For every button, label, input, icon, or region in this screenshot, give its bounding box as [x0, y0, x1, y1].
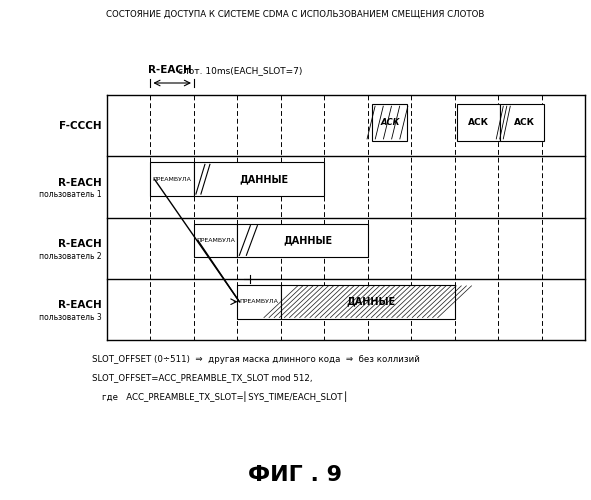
Text: слот. 10ms(EACH_SLOT=7): слот. 10ms(EACH_SLOT=7)	[178, 66, 303, 75]
Bar	[457, 104, 500, 141]
Bar	[238, 285, 281, 318]
Bar	[281, 285, 454, 318]
Text: ДАННЫЕ: ДАННЫЕ	[239, 174, 288, 184]
Text: ПРЕАМБУЛА: ПРЕАМБУЛА	[240, 299, 278, 304]
Text: пользователь 3: пользователь 3	[39, 313, 102, 322]
Text: F-CCCH: F-CCCH	[59, 120, 102, 130]
Text: пользователь 2: пользователь 2	[40, 252, 102, 260]
Text: R-EACH: R-EACH	[59, 239, 102, 249]
Text: АСК: АСК	[514, 118, 534, 127]
Text: СОСТОЯНИЕ ДОСТУПА К СИСТЕМЕ CDMA С ИСПОЛЬЗОВАНИЕМ СМЕЩЕНИЯ СЛОТОВ: СОСТОЯНИЕ ДОСТУПА К СИСТЕМЕ CDMA С ИСПОЛ…	[106, 10, 485, 19]
Text: R-EACH: R-EACH	[59, 178, 102, 188]
Text: АСК: АСК	[381, 118, 400, 127]
Text: ФИГ . 9: ФИГ . 9	[248, 465, 343, 485]
Text: пользователь 1: пользователь 1	[40, 190, 102, 200]
Bar	[194, 162, 324, 196]
Text: ПРЕАМБУЛА: ПРЕАМБУЛА	[152, 176, 191, 182]
Text: ПРЕАМБУЛА: ПРЕАМБУЛА	[196, 238, 235, 243]
Bar	[372, 104, 407, 141]
Text: ДАННЫЕ: ДАННЫЕ	[346, 296, 395, 306]
Text: SLOT_OFFSET=ACC_PREAMBLE_TX_SLOT mod 512,: SLOT_OFFSET=ACC_PREAMBLE_TX_SLOT mod 512…	[92, 373, 313, 382]
Text: R-EACH: R-EACH	[59, 300, 102, 310]
Text: R-EACH: R-EACH	[148, 65, 192, 75]
Bar	[500, 104, 544, 141]
Text: АСК: АСК	[468, 118, 489, 127]
Text: где   ACC_PREAMBLE_TX_SLOT=⎢SYS_TIME/EACH_SLOT⎥: где ACC_PREAMBLE_TX_SLOT=⎢SYS_TIME/EACH_…	[102, 391, 347, 402]
Text: ДАННЫЕ: ДАННЫЕ	[283, 236, 332, 246]
Bar	[194, 224, 238, 258]
Bar	[151, 162, 194, 196]
Bar	[238, 224, 368, 258]
Text: SLOT_OFFSET (0÷511)  ⇒  другая маска длинного кода  ⇒  без коллизий: SLOT_OFFSET (0÷511) ⇒ другая маска длинн…	[92, 355, 420, 364]
